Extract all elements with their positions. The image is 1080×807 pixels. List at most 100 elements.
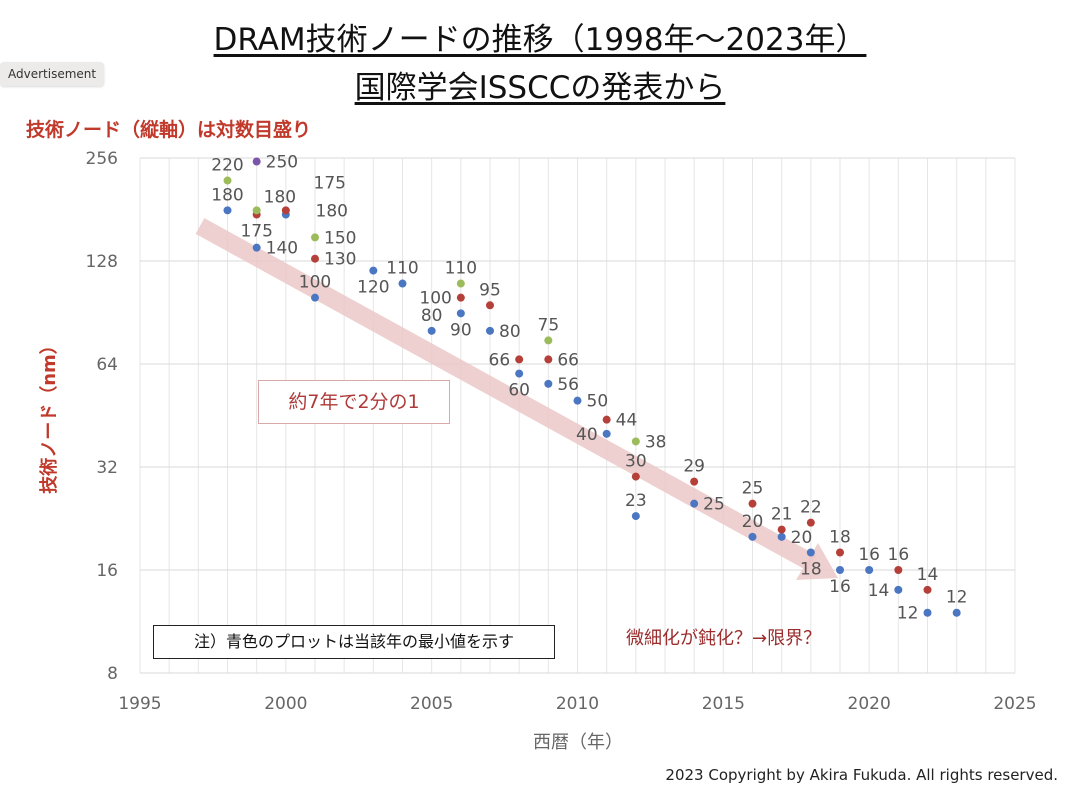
data-label: 90 — [450, 320, 472, 340]
data-label: 50 — [587, 392, 609, 412]
data-label: 18 — [800, 559, 822, 579]
data-point-red — [894, 566, 903, 574]
data-point-blue — [865, 566, 874, 574]
data-point-blue — [223, 206, 232, 215]
data-point-green — [223, 176, 232, 185]
data-point-red — [281, 206, 290, 215]
data-label: 95 — [479, 280, 501, 300]
x-tick-label: 2010 — [556, 694, 599, 714]
data-point-red — [748, 499, 757, 508]
data-label: 16 — [858, 545, 880, 565]
data-label: 100 — [419, 289, 451, 309]
data-label: 180 — [264, 187, 296, 207]
data-point-red — [836, 548, 844, 557]
data-point-blue — [894, 585, 903, 594]
data-label: 12 — [946, 588, 968, 608]
data-label: 40 — [576, 425, 598, 445]
data-label: 12 — [897, 604, 919, 624]
data-point-blue — [777, 532, 786, 541]
data-label: 25 — [703, 495, 725, 515]
data-point-blue — [952, 608, 961, 617]
data-label: 56 — [557, 375, 579, 395]
data-point-blue — [252, 243, 261, 252]
data-point-red — [544, 355, 553, 364]
x-tick-label: 2025 — [993, 694, 1036, 714]
data-label: 130 — [324, 250, 356, 270]
data-point-red — [631, 472, 640, 481]
data-point-blue — [456, 309, 465, 318]
data-label: 140 — [266, 239, 298, 259]
data-label: 100 — [299, 273, 331, 293]
x-tick-label: 2000 — [264, 694, 307, 714]
x-tick-label: 1995 — [118, 694, 161, 714]
data-label: 220 — [211, 156, 243, 176]
data-point-red — [806, 518, 815, 527]
data-label: 22 — [800, 498, 822, 518]
data-label: 75 — [538, 315, 560, 335]
data-label: 20 — [742, 512, 764, 532]
data-point-red — [486, 301, 494, 310]
y-tick-label: 64 — [96, 355, 118, 375]
data-point-blue — [748, 532, 757, 541]
y-tick-label: 16 — [96, 561, 118, 581]
data-point-blue — [369, 266, 378, 275]
copyright: 2023 Copyright by Akira Fukuda. All righ… — [665, 766, 1058, 784]
trend-arrow-head — [796, 543, 838, 580]
data-point-blue — [398, 279, 407, 288]
data-point-green — [311, 233, 319, 242]
data-point-blue — [836, 566, 844, 574]
data-label: 38 — [645, 432, 667, 452]
x-tick-label: 2020 — [848, 694, 891, 714]
y-tick-label: 8 — [107, 664, 118, 684]
data-label: 250 — [266, 153, 298, 173]
data-point-red — [690, 477, 699, 486]
data-label: 23 — [625, 491, 647, 511]
legend-note: 注）青色のプロットは当該年の最小値を示す — [153, 625, 555, 659]
data-label: 29 — [683, 457, 705, 477]
data-label: 80 — [421, 306, 443, 326]
x-axis-label: 西暦（年） — [533, 732, 623, 753]
y-tick-label: 128 — [86, 252, 118, 272]
data-label: 150 — [324, 228, 356, 248]
data-label: 25 — [742, 479, 764, 499]
chart-subtitle: 国際学会ISSCCの発表から — [354, 70, 726, 106]
x-tick-label: 2005 — [410, 694, 453, 714]
data-label: 16 — [829, 577, 851, 597]
y-tick-label: 32 — [96, 458, 118, 478]
data-point-green — [544, 336, 553, 345]
data-label: 175 — [240, 222, 272, 242]
data-point-blue — [515, 369, 524, 378]
data-label: 80 — [499, 322, 521, 342]
data-point-blue — [544, 379, 553, 388]
data-label: 66 — [557, 350, 579, 370]
chart-title: DRAM技術ノードの推移（1998年～2023年） — [213, 22, 867, 58]
data-point-red — [923, 585, 932, 594]
data-point-green — [631, 437, 640, 446]
data-point-blue — [631, 512, 640, 521]
data-label: 21 — [771, 505, 793, 525]
y-tick-label: 256 — [86, 149, 118, 169]
data-point-blue — [311, 293, 319, 302]
data-label: 20 — [791, 528, 813, 548]
data-point-green — [456, 279, 465, 288]
data-point-red — [602, 415, 611, 424]
data-point-blue — [806, 548, 815, 557]
data-point-blue — [486, 326, 494, 335]
trend-annotation: 約7年で2分の1 — [258, 380, 450, 424]
data-point-blue — [427, 326, 436, 335]
trend-arrow — [195, 218, 817, 571]
data-label: 44 — [616, 411, 638, 431]
data-label: 14 — [917, 565, 939, 585]
data-label: 66 — [489, 350, 511, 370]
data-label: 16 — [888, 545, 910, 565]
log-scale-note: 技術ノード（縦軸）は対数目盛り — [26, 119, 312, 141]
advertisement-badge[interactable]: Advertisement — [0, 62, 105, 86]
data-point-red — [456, 293, 465, 302]
data-label: 175 — [314, 174, 346, 194]
data-label: 110 — [386, 259, 418, 279]
limit-annotation: 微細化が鈍化？→限界？ — [626, 628, 822, 649]
data-point-green — [252, 206, 261, 215]
data-point-blue — [690, 499, 699, 508]
data-label: 120 — [357, 278, 389, 298]
data-label: 110 — [445, 259, 477, 279]
